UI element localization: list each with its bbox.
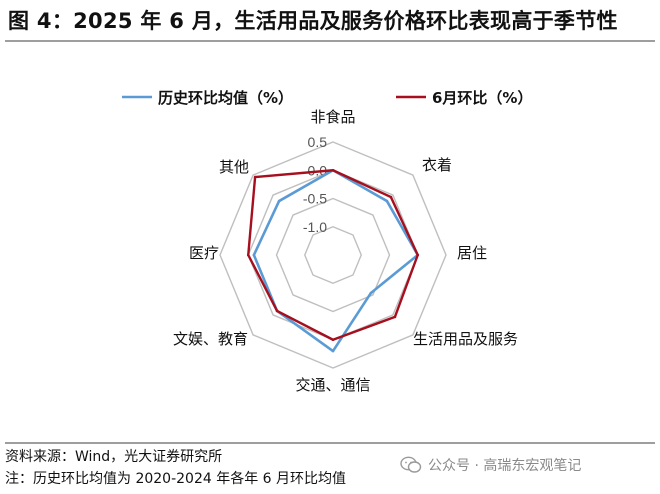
category-label: 医疗	[189, 244, 219, 262]
series-line	[247, 169, 419, 341]
radial-tick-label: -1.0	[303, 219, 327, 235]
category-label: 交通、通信	[295, 376, 370, 394]
grid-ring	[303, 225, 363, 285]
chart-area: 0.5 0.0 -0.5 -1.0 非食品衣着居住生活用品及服务交通、通信 文娱、教育 医疗…	[0, 42, 660, 442]
radial-tick-label: 0.5	[308, 134, 328, 150]
grid-ring	[219, 141, 447, 369]
series-point	[385, 199, 389, 203]
series-point	[275, 309, 279, 313]
category-label: 衣着	[422, 156, 452, 174]
series-point	[369, 291, 373, 295]
series-point	[331, 168, 335, 172]
radial-tick-label: 0.0	[308, 162, 328, 178]
series-point	[277, 199, 281, 203]
source-note: 资料来源：Wind，光大证券研究所	[5, 449, 223, 465]
series-point	[393, 315, 397, 319]
title-divider	[5, 40, 655, 42]
figure-title: 图 4：2025 年 6 月，生活用品及服务价格环比表现高于季节性	[8, 9, 618, 33]
category-label: 生活用品及服务	[413, 330, 518, 348]
category-label: 非食品	[310, 108, 355, 126]
grid-ring	[275, 197, 391, 313]
category-label: 文娱、教育	[173, 330, 248, 348]
series-point	[252, 253, 256, 257]
watermark-text: 公众号 · 高瑞东宏观笔记	[428, 458, 582, 474]
title-bar: 图 4：2025 年 6 月，生活用品及服务价格环比表现高于季节性	[0, 0, 660, 42]
wechat-icon	[400, 456, 422, 473]
series-point	[389, 195, 393, 199]
watermark: 公众号 · 高瑞东宏观笔记	[400, 455, 581, 475]
series-point	[416, 253, 420, 257]
category-label: 其他	[219, 158, 249, 176]
series-point	[331, 338, 335, 342]
bottom-divider	[5, 442, 655, 444]
legend-label: 历史环比均值（%）	[158, 89, 293, 107]
series-point	[331, 349, 335, 353]
series-point	[246, 253, 250, 257]
radial-tick-label: -0.5	[303, 191, 327, 207]
legend-label: 6月环比（%）	[432, 89, 532, 107]
footnote: 注：历史环比均值为 2020-2024 年各年 6 月环比均值	[5, 471, 347, 487]
grid-ring	[247, 169, 419, 341]
category-label: 居住	[457, 244, 487, 262]
series-point	[253, 175, 257, 179]
